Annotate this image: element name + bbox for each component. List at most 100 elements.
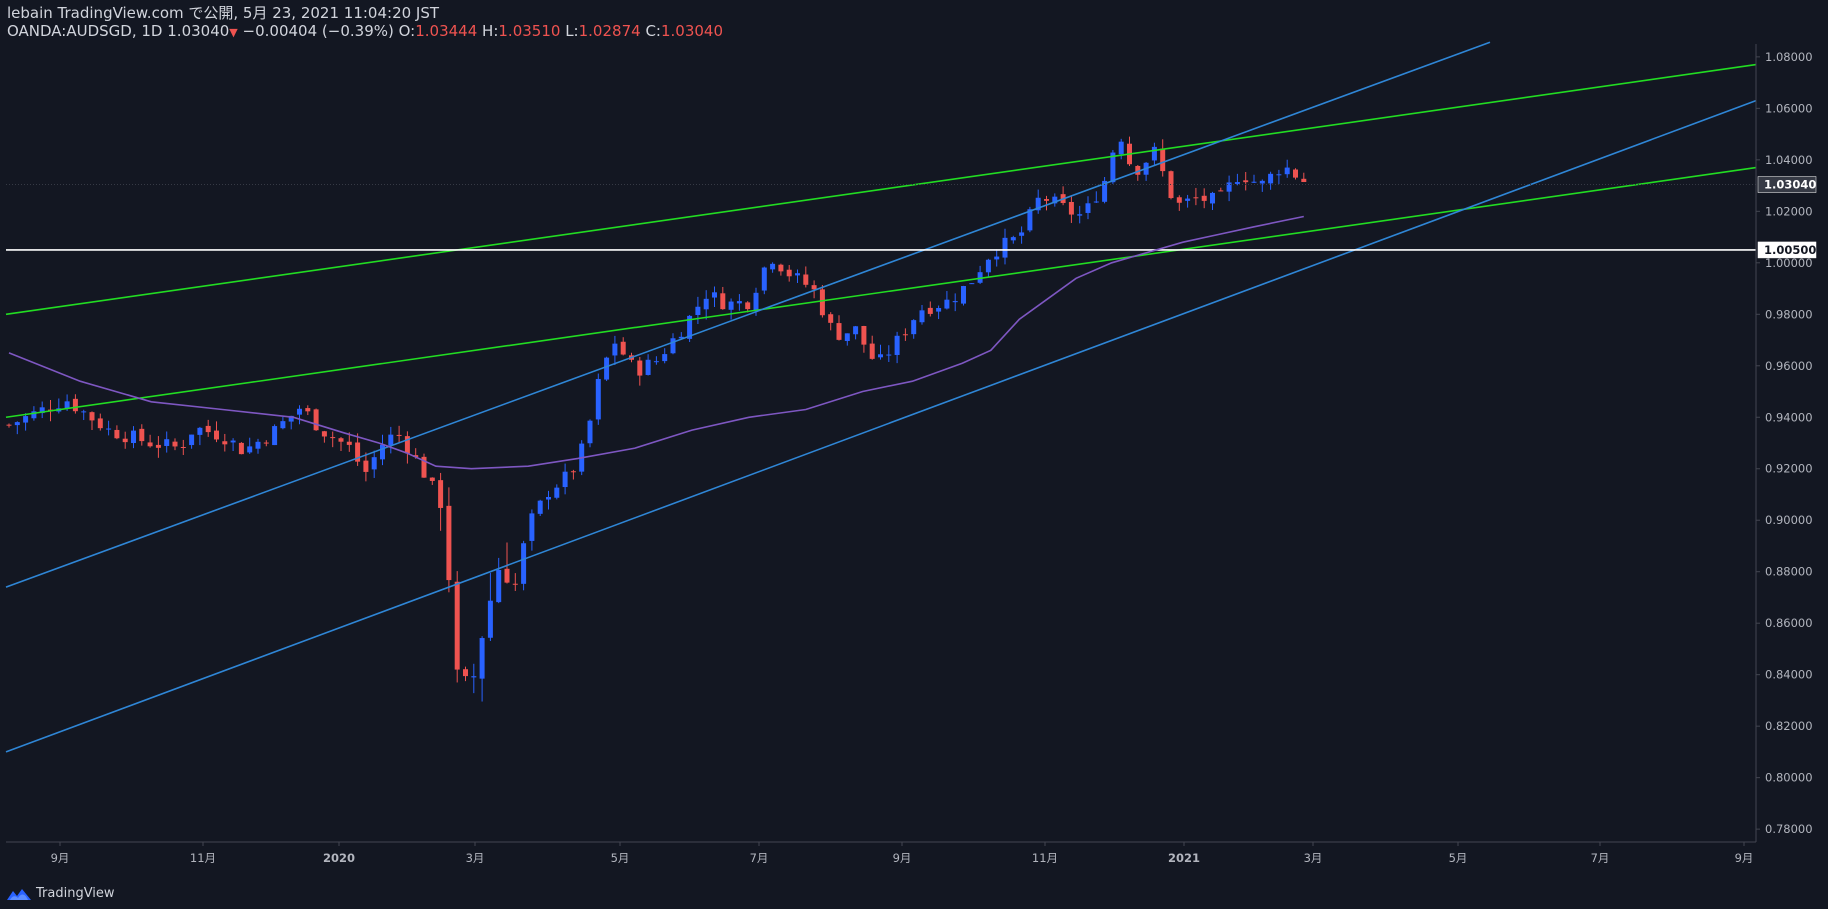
plot-area[interactable] [6,44,1756,842]
high-value: 1.03510 [498,22,561,40]
green-trendline-upper[interactable] [5,63,1757,316]
candle-up [944,299,950,309]
candle-down [803,274,809,285]
candle-up [770,263,776,270]
candle-up [1151,146,1157,161]
candle-down [263,442,269,444]
candle-up [14,422,20,426]
price-tick-label: 0.94000 [1765,410,1813,424]
time-tick-label: 11月 [1032,851,1058,865]
candle-down [1160,148,1166,172]
time-tick-label: 9月 [1735,851,1754,865]
candle-up [1268,173,1274,184]
candle-up [479,638,485,679]
price-axis[interactable]: 0.78000 0.80000 0.82000 0.84000 0.86000 0.880… [1756,50,1816,836]
candle-down [745,302,751,310]
down-triangle-icon: ▼ [229,26,238,39]
level-price-label-box [1757,241,1817,259]
candle-down [97,418,103,429]
candle-down [720,293,726,310]
candle-down [454,581,460,670]
candle-down [927,307,933,314]
time-tick-label: 3月 [466,851,485,865]
candle-up [537,500,543,514]
price-tick-label: 1.00000 [1765,256,1813,270]
close-value: 1.03040 [660,22,723,40]
candle-down [778,264,784,272]
candle-up [487,600,493,638]
candle-up [1259,180,1265,184]
candle-up [961,286,966,304]
time-tick-label: 7月 [1591,851,1610,865]
price-tick-label: 0.86000 [1765,616,1813,630]
candle-down [363,460,369,472]
candle-down [238,442,244,455]
candle-up [1118,141,1124,155]
candle-down [421,456,427,478]
time-tick-label: 2021 [1168,851,1200,865]
time-tick-label: 9月 [893,851,912,865]
candle-up [687,315,693,339]
candle-down [1218,190,1224,192]
candle-up [604,357,610,380]
footer-logo[interactable]: TradingView [6,886,115,901]
candle-up [703,298,709,310]
tradingview-logo-icon [7,888,31,900]
candle-down [1243,180,1249,183]
publish-info: lebain TradingView.com で公開, 5月 23, 2021 … [7,4,440,22]
high-label: H: [482,22,499,40]
candle-down [346,441,352,445]
candle-down [404,436,410,454]
candle-up [587,420,593,444]
candle-up [106,428,112,430]
candle-down [180,446,186,448]
price-tick-label: 0.96000 [1765,359,1813,373]
candle-up [994,256,1000,260]
candle-down [463,669,468,677]
candle-down [512,583,518,585]
candle-down [446,505,452,581]
candle-up [844,333,850,341]
price-tick-label: 0.92000 [1765,462,1813,476]
symbol-label: OANDA:AUDSGD, 1D [7,22,163,40]
candle-up [247,446,253,453]
low-value: 1.02874 [578,22,641,40]
price-tick-label: 0.84000 [1765,668,1813,682]
candle-up [678,336,684,339]
price-tick-label: 0.80000 [1765,771,1813,785]
candle-up [562,471,568,488]
candle-up [471,676,477,678]
candle-down [1176,197,1182,203]
candle-down [147,442,153,447]
candle-up [853,326,859,335]
candle-up [255,441,261,449]
candle-up [189,434,195,446]
candle-up [1210,192,1215,204]
candle-up [1093,201,1099,203]
candle-down [6,424,12,426]
candle-up [1077,214,1083,216]
candle-up [230,440,236,443]
candle-down [504,568,510,583]
candle-up [280,421,286,429]
candle-down [72,398,78,412]
blue-trendline-lower[interactable] [5,99,1757,753]
candle-up [670,338,676,354]
candle-down [836,323,842,340]
candle-up [728,301,734,310]
candle-up [712,292,717,298]
candle-up [388,434,394,446]
candle-down [902,334,908,336]
candle-down [313,409,319,431]
time-tick-label: 3月 [1304,851,1323,865]
candle-up [1085,203,1091,213]
blue-trendline-upper[interactable] [5,41,1491,588]
price-tick-label: 1.02000 [1765,204,1813,218]
candle-down [637,360,643,376]
candle-down [869,343,875,359]
candle-up [288,415,294,422]
candle-up [612,343,618,356]
time-axis[interactable]: 9月 11月 2020 3月 5月 7月 9月 11月 2021 3月 5月 7月 9月 [51,842,1754,865]
price-tick-label: 0.90000 [1765,513,1813,527]
